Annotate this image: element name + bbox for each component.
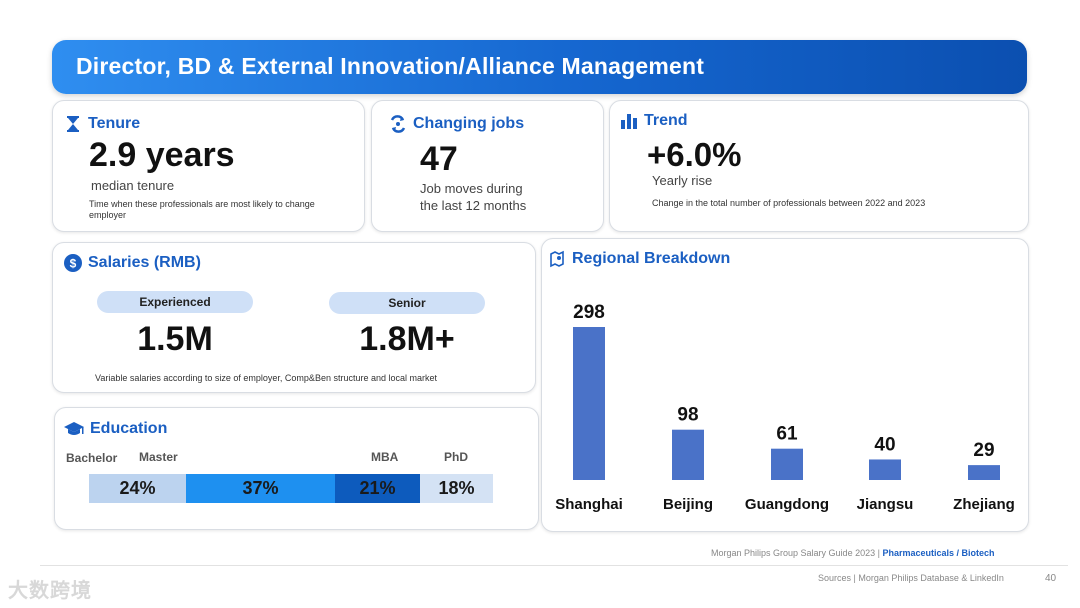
trend-note: Change in the total number of profession… [652, 198, 926, 208]
education-card [54, 407, 539, 530]
bar-jiangsu [869, 459, 901, 480]
footer-divider [40, 565, 1068, 566]
page-number: 40 [1045, 573, 1057, 584]
edu-segment-bachelor: 24% [89, 474, 186, 503]
regional-heading: Regional Breakdown [548, 250, 730, 268]
watermark-text: 大数跨境 [8, 580, 92, 602]
changing-jobs-caption-line1: Job moves during [420, 181, 523, 196]
footer-sources: Sources | Morgan Philips Database & Link… [818, 573, 1004, 583]
edu-label-phd: PhD [444, 450, 468, 464]
salary-value-senior: 1.8M+ [359, 320, 455, 358]
hourglass-icon [67, 116, 79, 132]
graduation-cap-icon [64, 422, 84, 435]
trend-heading-label: Trend [644, 112, 688, 129]
regional-heading-label: Regional Breakdown [572, 250, 731, 267]
title-banner: Director, BD & External Innovation/Allia… [52, 40, 1027, 94]
changing-jobs-value: 47 [420, 140, 458, 178]
bar-shanghai [573, 327, 605, 480]
bar-beijing [672, 429, 704, 480]
category-label-shanghai: Shanghai [555, 496, 623, 513]
bar-zhejiang [968, 465, 1000, 480]
tenure-heading-label: Tenure [88, 115, 141, 132]
tenure-caption: median tenure [91, 178, 175, 193]
edu-label-master: Master [139, 450, 178, 464]
value-label-beijing: 98 [677, 405, 698, 426]
value-label-guangdong: 61 [776, 424, 798, 445]
salaries-heading-label: Salaries (RMB) [88, 254, 201, 271]
salaries-heading: $ Salaries (RMB) [64, 254, 201, 272]
map-icon [550, 250, 564, 268]
category-label-beijing: Beijing [663, 496, 713, 513]
tenure-note: Time when these professionals are most l… [89, 199, 315, 220]
category-label-guangdong: Guangdong [745, 496, 829, 513]
footer-guide: Morgan Philips Group Salary Guide 2023 | [711, 548, 880, 558]
category-label-jiangsu: Jiangsu [857, 496, 914, 513]
svg-text:$: $ [70, 257, 77, 271]
trend-caption: Yearly rise [652, 173, 713, 188]
edu-label-bachelor: Bachelor [66, 451, 118, 465]
education-heading: Education [64, 420, 167, 438]
category-label-zhejiang: Zhejiang [953, 496, 1015, 513]
edu-segment-master: 37% [186, 474, 335, 503]
regional-bar-chart: 298 Shanghai 98 Beijing 61 Guangdong 40 Jiangsu… [555, 302, 1015, 513]
salaries-note: Variable salaries according to size of e… [95, 373, 437, 383]
bar-chart-icon [621, 114, 637, 129]
education-heading-label: Education [90, 420, 168, 437]
salaries-card [52, 242, 536, 393]
swap-arrows-icon [390, 115, 406, 133]
trend-value: +6.0% [647, 136, 742, 173]
edu-label-mba: MBA [371, 450, 399, 464]
value-label-jiangsu: 40 [874, 434, 895, 455]
trend-card [609, 100, 1029, 232]
salary-value-experienced: 1.5M [137, 320, 213, 358]
salary-label-experienced: Experienced [97, 291, 253, 313]
value-label-zhejiang: 29 [973, 440, 994, 461]
page-title: Director, BD & External Innovation/Allia… [76, 53, 705, 79]
changing-jobs-caption-line2: the last 12 months [420, 198, 527, 213]
tenure-card [52, 100, 365, 232]
tenure-value: 2.9 years [89, 136, 235, 174]
changing-jobs-card [371, 100, 604, 232]
trend-heading: Trend [620, 112, 688, 130]
salary-label-senior: Senior [329, 292, 485, 314]
edu-segment-mba: 21% [335, 474, 420, 503]
dollar-icon: $ [64, 254, 82, 272]
value-label-shanghai: 298 [573, 302, 605, 323]
changing-jobs-heading: Changing jobs [389, 115, 524, 133]
tenure-heading: Tenure [64, 115, 140, 133]
regional-card [541, 238, 1029, 532]
edu-segment-phd: 18% [420, 474, 493, 503]
footer-sector: Pharmaceuticals / Biotech [882, 548, 995, 558]
bar-guangdong [771, 448, 803, 480]
footer-guide-line: Morgan Philips Group Salary Guide 2023 |… [711, 548, 995, 558]
watermark-logo: 大数跨境 [8, 574, 92, 603]
changing-jobs-heading-label: Changing jobs [413, 115, 525, 132]
